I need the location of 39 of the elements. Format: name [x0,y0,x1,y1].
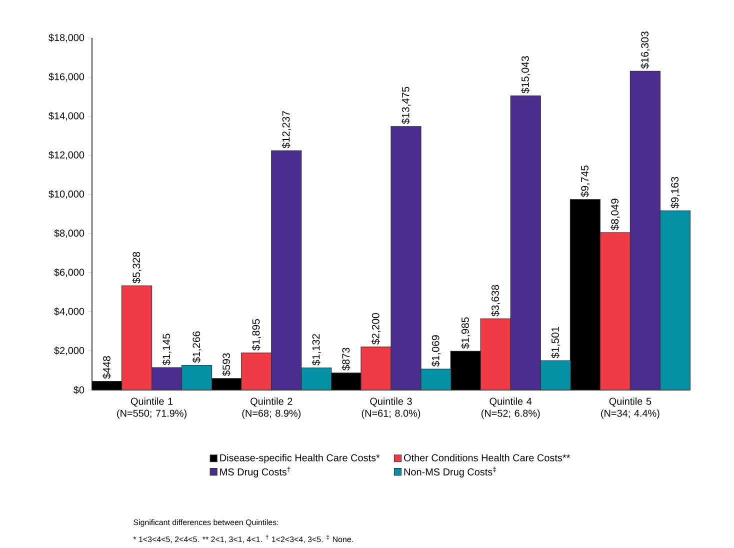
data-label: $1,132 [312,334,321,366]
data-label: $1,895 [252,319,261,351]
x-tick-label: Quintile 5 (N=34; 4.4%) [601,398,660,419]
data-label: $593 [222,353,231,376]
data-label: $9,163 [670,176,680,208]
legend-label: MS Drug Costs$^{†}$ [220,466,290,478]
data-label: $15,043 [521,56,530,94]
data-label: $2,200 [371,313,381,345]
legend-label: Non-MS Drug Costs$^{‡}$ [404,466,496,478]
y-tick-label: $0 [74,386,84,394]
y-tick-label: $18,000 [48,34,84,42]
data-label: $5,328 [132,252,142,284]
data-label: $1,985 [461,317,470,349]
data-label: $1,145 [162,334,172,366]
data-label: $12,237 [282,111,291,148]
x-tick-label: Quintile 4 (N=52; 6.8%) [481,398,540,419]
data-label: $873 [342,348,350,371]
data-label: $3,638 [491,285,500,316]
legend-label: Disease-specific Health Care Costs* [220,454,380,464]
legend-label: Other Conditions Health Care Costs** [404,454,570,462]
y-tick-label: $6,000 [54,268,84,277]
data-label: $1,501 [551,326,560,358]
x-tick-label: Quintile 2 (N=68; 8.9%) [242,398,301,419]
y-tick-label: $2,000 [54,346,84,356]
y-tick-label: $16,000 [48,72,84,82]
x-tick-label: Quintile 1 (N=550; 71.9%) [117,398,186,419]
x-tick-label: Quintile 3 (N=61; 8.0%) [362,398,420,419]
data-label: $13,475 [401,86,411,124]
data-label: $16,303 [640,32,650,69]
data-label: $9,745 [580,166,590,198]
data-label: $448 [102,356,112,379]
y-tick-label: $12,000 [48,151,84,160]
y-tick-label: $8,000 [54,229,84,238]
data-label: $1,069 [431,335,441,367]
y-tick-label: $10,000 [48,190,84,199]
y-tick-label: $4,000 [54,307,84,316]
y-tick-label: $14,000 [48,112,84,121]
data-label: $8,049 [610,198,620,230]
data-label: $1,266 [192,331,202,363]
